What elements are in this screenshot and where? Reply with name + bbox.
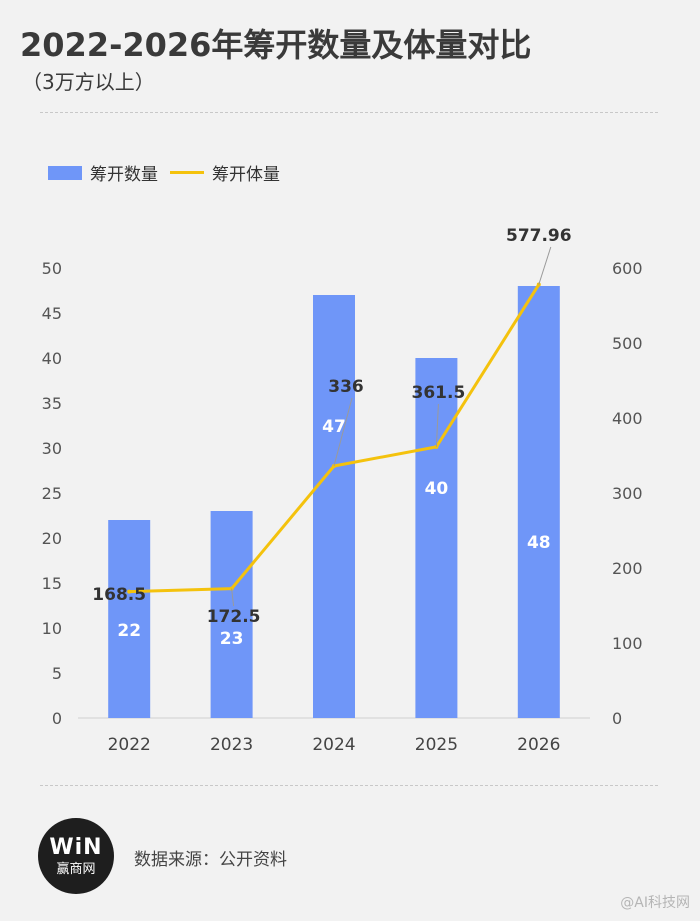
logo-mark: WiN — [49, 834, 103, 860]
line-value-label: 172.5 — [207, 607, 261, 627]
line-point — [127, 589, 132, 594]
chart-legend: 筹开数量 筹开体量 — [48, 160, 280, 185]
y-left-tick-label: 5 — [52, 664, 62, 683]
brand-logo: WiN 赢商网 — [38, 818, 114, 894]
line-label-leader — [538, 246, 552, 285]
legend-line-label: 筹开体量 — [212, 165, 280, 185]
y-right-tick-label: 200 — [612, 559, 643, 578]
line-label-leader — [231, 588, 235, 607]
bar-value-label: 22 — [117, 621, 141, 641]
y-right-tick-label: 600 — [612, 259, 643, 278]
bar — [210, 511, 253, 718]
legend-bar-swatch — [48, 165, 82, 180]
y-left-tick-label: 30 — [42, 439, 62, 458]
y-left-tick-label: 15 — [42, 574, 62, 593]
bar — [517, 286, 560, 718]
bar-value-label: 47 — [322, 417, 346, 437]
y-right-tick-label: 0 — [612, 709, 622, 728]
line-value-label: 577.96 — [506, 226, 572, 246]
y-right-tick-label: 500 — [612, 334, 643, 353]
chart-title: 2022-2026年筹开数量及体量对比 — [20, 26, 532, 64]
x-tick-label: 2025 — [415, 735, 458, 755]
line-value-label: 336 — [328, 377, 364, 397]
line-value-label: 168.5 — [92, 585, 146, 605]
x-tick-label: 2022 — [108, 735, 151, 755]
chart-subtitle: （3万方以上） — [22, 70, 155, 94]
y-left-tick-label: 0 — [52, 709, 62, 728]
y-left-tick-label: 25 — [42, 484, 62, 503]
y-left-tick-label: 40 — [42, 349, 62, 368]
x-tick-label: 2024 — [312, 735, 355, 755]
bar-value-label: 48 — [527, 533, 551, 553]
data-source: 数据来源：公开资料 — [134, 850, 287, 870]
top-divider — [40, 112, 658, 113]
y-left-tick-label: 35 — [42, 394, 62, 413]
watermark: @AI科技网 — [620, 895, 690, 911]
logo-name: 赢商网 — [56, 861, 96, 877]
y-left-tick-label: 20 — [42, 529, 62, 548]
bottom-divider — [40, 785, 658, 786]
y-right-tick-label: 300 — [612, 484, 643, 503]
y-left-tick-label: 45 — [42, 304, 62, 323]
x-tick-label: 2023 — [210, 735, 253, 755]
bar — [108, 520, 151, 718]
line-value-label: 361.5 — [412, 383, 466, 403]
bar — [313, 295, 355, 718]
line-label-leader — [333, 397, 353, 467]
legend-bar-label: 筹开数量 — [90, 165, 158, 185]
y-left-tick-label: 10 — [42, 619, 62, 638]
bar-value-label: 40 — [425, 479, 449, 499]
legend-line-swatch — [170, 171, 204, 174]
x-tick-label: 2026 — [517, 735, 560, 755]
y-right-tick-label: 400 — [612, 409, 643, 428]
y-left-tick-label: 50 — [42, 259, 62, 278]
bar — [415, 358, 458, 718]
y-right-tick-label: 100 — [612, 634, 643, 653]
line-label-leader — [435, 403, 439, 447]
bar-value-label: 23 — [220, 629, 244, 649]
